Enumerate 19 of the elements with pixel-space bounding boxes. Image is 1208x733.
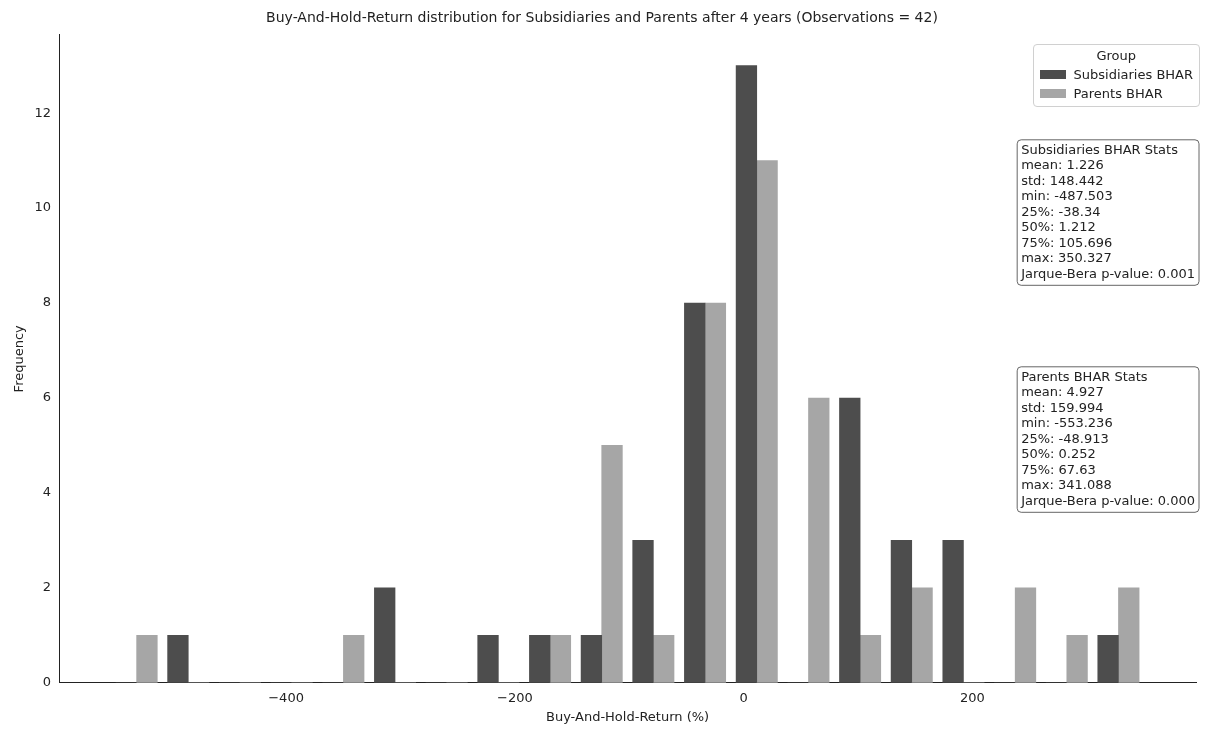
y-tick-label: 12 — [34, 104, 52, 120]
x-tick-label: −400 — [268, 689, 304, 705]
text: Subsidiaries BHAR Stats mean: 1.226 std: 148.442 min: -487.503 25%: -38.34 50%: 1.212 75%: 105.696 max: 350.327 Jarque-Bera p-value: 0.001 — [1021, 141, 1195, 281]
y-tick-label: 10 — [34, 199, 52, 215]
y-tick-label: 0 — [42, 674, 52, 690]
x-tick-label: −200 — [496, 689, 533, 705]
y-tick-label: 2 — [42, 579, 52, 595]
x-axis-title: Buy-And-Hold-Return (%) — [545, 708, 710, 724]
y-axis-title: Frequency — [11, 324, 27, 393]
y-tick-label: 4 — [42, 484, 52, 500]
text: Parents BHAR Stats mean: 4.927 std: 159.994 min: -553.236 25%: -48.913 50%: 0.252 75%: 67.63 max: 341.088 Jarque-Bera p-value: 0.000 — [1021, 368, 1195, 508]
legend-label: Parents BHAR — [1073, 85, 1163, 103]
chart-title: Buy-And-Hold-Return distribution for Subsidiaries and Parents after 4 years (Observations = 42) — [266, 9, 938, 26]
x-tick-label: 0 — [739, 689, 748, 705]
y-tick-label: 8 — [42, 294, 52, 310]
x-tick-label: 200 — [959, 689, 985, 705]
y-tick-label: 6 — [42, 389, 52, 405]
legend-title: Group — [1095, 48, 1138, 63]
legend-label: Subsidiaries BHAR — [1073, 66, 1193, 84]
